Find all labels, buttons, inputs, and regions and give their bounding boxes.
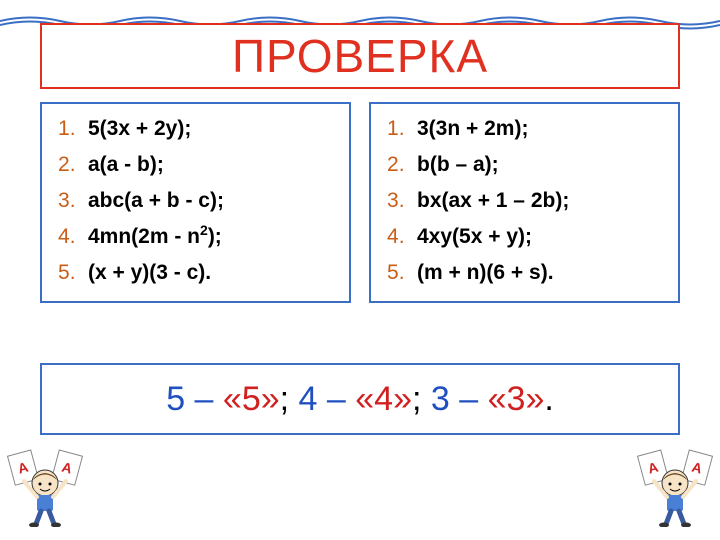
- list-item: 4xy(5x + y);: [387, 226, 662, 247]
- grading-part: «3»: [488, 380, 545, 418]
- grading-part: 5 –: [166, 380, 223, 418]
- cartoon-figure-right: A A: [636, 439, 714, 532]
- page-title: ПРОВЕРКА: [232, 29, 488, 83]
- list-item: abc(a + b - c);: [58, 190, 333, 211]
- list-item: (m + n)(6 + s).: [387, 262, 662, 283]
- columns-container: 5(3x + 2y); a(a - b); abc(a + b - c); 4mn(2…: [40, 102, 680, 303]
- grading-part: 4 –: [299, 380, 356, 418]
- list-item: 3(3n + 2m);: [387, 118, 662, 139]
- right-list: 3(3n + 2m); b(b – a); bx(ax + 1 – 2b); 4xy(…: [387, 118, 662, 283]
- list-item: (x + y)(3 - c).: [58, 262, 333, 283]
- list-item: b(b – a);: [387, 154, 662, 175]
- grading-part: .: [544, 380, 553, 418]
- grading-part: ;: [280, 380, 299, 418]
- left-column: 5(3x + 2y); a(a - b); abc(a + b - c); 4mn(2…: [40, 102, 351, 303]
- grading-box: 5 – «5»; 4 – «4»; 3 – «3».: [40, 363, 680, 435]
- grading-text: 5 – «5»; 4 – «4»; 3 – «3».: [166, 380, 554, 419]
- list-item: 4mn(2m - n2);: [58, 226, 333, 247]
- title-box: ПРОВЕРКА: [40, 23, 680, 89]
- grading-part: «5»: [223, 380, 280, 418]
- list-item: 5(3x + 2y);: [58, 118, 333, 139]
- list-item: bx(ax + 1 – 2b);: [387, 190, 662, 211]
- grading-part: «4»: [355, 380, 412, 418]
- grading-part: ;: [412, 380, 431, 418]
- cartoon-figure-left: A A: [6, 439, 84, 532]
- grading-part: 3 –: [431, 380, 488, 418]
- right-column: 3(3n + 2m); b(b – a); bx(ax + 1 – 2b); 4xy(…: [369, 102, 680, 303]
- list-item: a(a - b);: [58, 154, 333, 175]
- left-list: 5(3x + 2y); a(a - b); abc(a + b - c); 4mn(2…: [58, 118, 333, 283]
